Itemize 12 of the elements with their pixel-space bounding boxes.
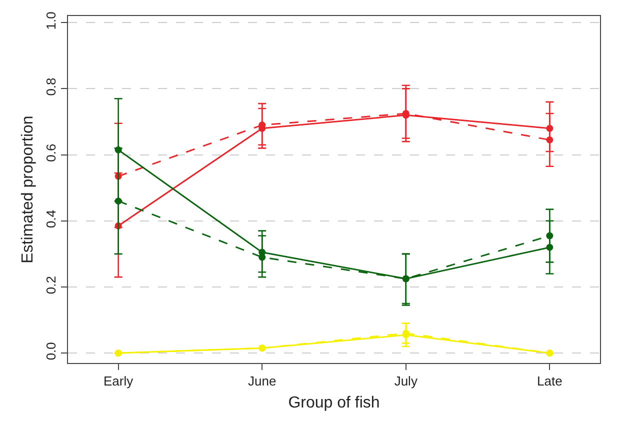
y-tick-label: 0.4 (44, 210, 59, 228)
x-tick-label: July (394, 374, 418, 389)
x-axis-title: Group of fish (288, 394, 380, 412)
y-tick-label: 1.0 (44, 12, 59, 30)
y-tick-label: 0.2 (44, 276, 59, 294)
x-tick-label: June (248, 374, 276, 389)
y-tick-label: 0.6 (44, 144, 59, 162)
x-tick-label: Early (104, 374, 134, 389)
y-axis-title: Estimated proportion (20, 116, 37, 264)
x-tick-label: Late (537, 374, 562, 389)
y-tick-label: 0.0 (44, 342, 59, 360)
y-tick-label: 0.8 (44, 78, 59, 96)
